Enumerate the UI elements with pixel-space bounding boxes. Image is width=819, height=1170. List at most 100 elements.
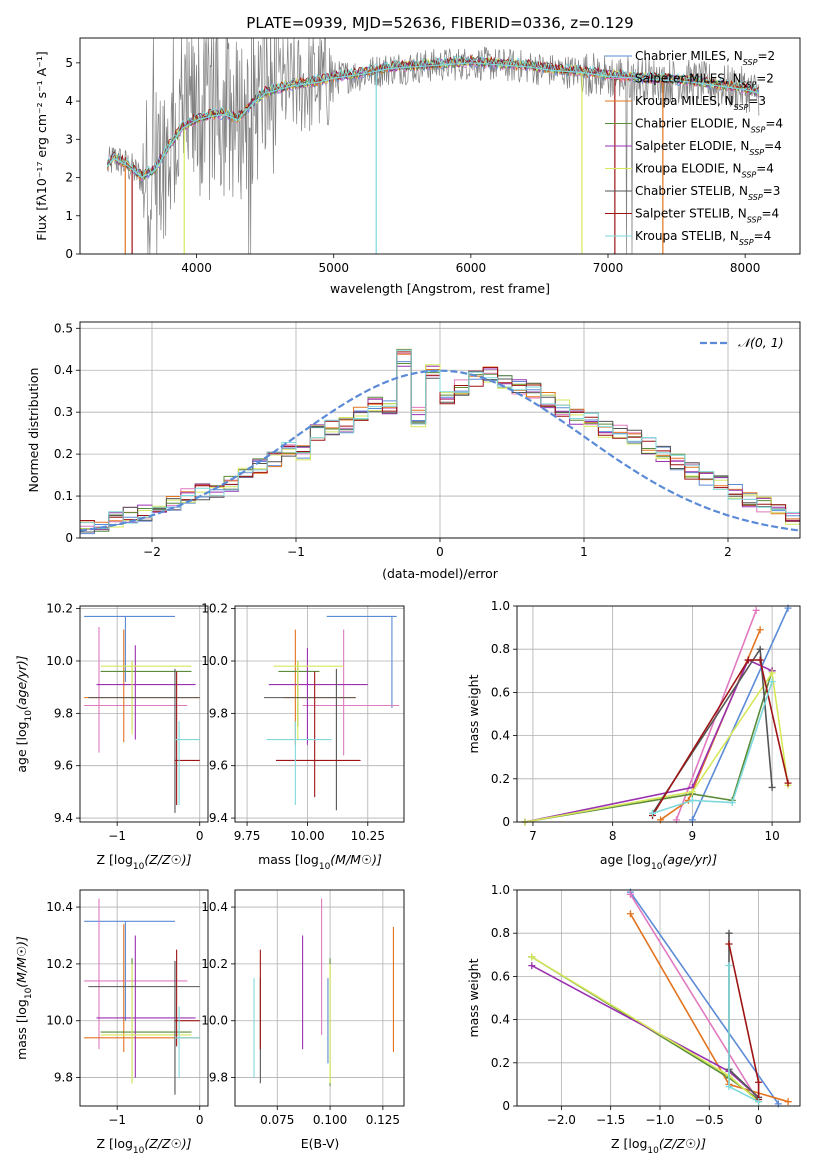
residuals-xtick-label-2: 0 [436, 545, 444, 559]
mass_vs_z-ytick-label-1: 10.0 [46, 1014, 73, 1028]
legend-label-kroupa_elodie: Kroupa ELODIE, NSSP=4 [635, 162, 774, 180]
residuals-ytick-label-5: 0.5 [54, 321, 73, 335]
spectrum-ytick-label-4: 4 [65, 94, 73, 108]
age_vs_z-ylabel: age [log10(age/yr)] [14, 655, 34, 772]
mass_weight_vs_z-line-chabrier_miles [629, 891, 779, 1105]
age_vs_mass-frame [234, 605, 405, 823]
spectrum-ytick-label-2: 2 [65, 171, 73, 185]
age_vs_mass-plot-area [263, 615, 400, 811]
age_vs_mass-ytick-label-1: 9.6 [209, 759, 228, 773]
mass_weight_vs_age-marker-kroupa_stelib-2 [728, 799, 736, 807]
mass_vs_z-xtick-label-1: 0 [196, 1113, 204, 1127]
mass_vs_z-xtick-label-0: −1 [108, 1113, 126, 1127]
age_vs_z-panel: −1 0 9.4 9.6 9.8 10.0 10.2 Z [log10(Z/Z☉)] age [… [14, 602, 209, 872]
legend-label-kroupa_stelib: Kroupa STELIB, NSSP=4 [635, 229, 771, 247]
age_vs_mass-ytick-label-4: 10.2 [201, 602, 228, 616]
mass_weight_vs_z-marker-kroupa_stelib-0 [725, 962, 733, 970]
residuals-ytick-label-1: 0.1 [54, 489, 73, 503]
mass_weight_vs_z-xtick-label-1: −1.5 [596, 1113, 625, 1127]
residuals-frame [79, 321, 801, 539]
mass_weight_vs_z-ytick-label-3: 0.6 [491, 969, 510, 983]
legend-label-salpeter_miles: Salpeter MILES, NSSP=2 [635, 72, 774, 90]
mass_vs_ebv-ytick-label-3: 10.4 [201, 900, 228, 914]
residuals-ytick-label-4: 0.4 [54, 363, 73, 377]
spectrum-xtick-label-0: 4000 [181, 261, 212, 275]
mass_vs_ebv-xtick-label-1: 0.100 [313, 1113, 347, 1127]
age_vs_z-ytick-label-3: 10.0 [46, 654, 73, 668]
mass_weight_vs_age-xtick-label-1: 8 [609, 829, 617, 843]
age_vs_z-frame [79, 605, 209, 823]
mass_weight_vs_z-marker-salpeter_stelib-1 [755, 1078, 763, 1086]
mass_weight_vs_age-xtick-label-3: 10 [764, 829, 779, 843]
mass_vs_ebv-frame [234, 889, 405, 1107]
mass_vs_ebv-plot-area [253, 898, 394, 1087]
mass_vs_z-ylabel: mass [log10(M/M☉)] [14, 936, 34, 1060]
mass_weight_vs_z-xlabel: Z [log10(Z/Z☉)] [611, 1136, 706, 1156]
mass_weight_vs_z-plot-area [528, 888, 792, 1108]
age_vs_mass-ytick-label-3: 10.0 [201, 654, 228, 668]
mass_weight_vs_z-marker-kroupa_stelib-2 [755, 1098, 763, 1106]
age_vs_z-ytick-label-0: 9.4 [54, 811, 73, 825]
spectrum-ytick-label-5: 5 [65, 56, 73, 70]
age_vs_z-xtick-label-0: −1 [108, 829, 126, 843]
spectrum-xtick-label-2: 6000 [456, 261, 487, 275]
residuals-ytick-label-2: 0.2 [54, 447, 73, 461]
mass_weight_vs_z-ytick-label-0: 0 [502, 1099, 510, 1113]
spectrum-model-mean [106, 62, 760, 179]
mass_weight_vs_z-marker-salpeter_miles-0 [626, 890, 634, 898]
mass_weight_vs_age-marker-kroupa_elodie-2 [768, 669, 776, 677]
mass_weight_vs_age-ylabel: mass weight [466, 674, 481, 753]
mass_weight_vs_age-plot-area [521, 604, 792, 826]
mass_weight_vs_z-ytick-label-4: 0.8 [491, 926, 510, 940]
mass_vs_ebv-ytick-label-0: 9.8 [209, 1071, 228, 1085]
mass_weight_vs_age-frame [516, 605, 801, 823]
mass_vs_z-panel: −1 0 9.8 10.0 10.2 10.4 Z [log10(Z/Z☉)] mass [l… [14, 889, 209, 1156]
mass_weight_vs_age-line-kroupa_elodie [524, 670, 789, 823]
mass_weight_vs_age-marker-kroupa_elodie-1 [688, 788, 696, 796]
residuals-ytick-label-3: 0.3 [54, 405, 73, 419]
mass_weight_vs_age-ytick-label-4: 0.8 [491, 642, 510, 656]
spectrum-frame [79, 37, 801, 255]
spectrum-legend: Chabrier MILES, NSSP=2 Salpeter MILES, NS… [605, 49, 783, 247]
mass_weight_vs_z-xtick-label-4: 0 [755, 1113, 763, 1127]
spectrum-xtick-label-4: 8000 [730, 261, 761, 275]
spectrum-ylabel: Flux [fλ10⁻¹⁷ erg cm⁻² s⁻¹ A⁻¹] [34, 51, 49, 240]
residuals-normal-curve [80, 369, 800, 532]
residuals-ytick-label-0: 0 [65, 531, 73, 545]
age_vs_z-ytick-label-2: 9.8 [54, 706, 73, 720]
age_vs_z-xtick-label-1: 0 [196, 829, 204, 843]
mass_weight_vs_z-xtick-label-0: −2.0 [547, 1113, 576, 1127]
age_vs_mass-xtick-label-1: 10.00 [290, 829, 324, 843]
mass_weight_vs_age-ytick-label-5: 1.0 [491, 599, 510, 613]
mass_weight_vs_age-marker-salpeter_stelib-1 [744, 656, 752, 664]
residuals-legend-label: 𝒩(0, 1) [738, 335, 784, 350]
mass_weight_vs_age-xlabel: age [log10(age/yr)] [600, 852, 717, 872]
mass_weight_vs_z-marker-salpeter_elodie-0 [528, 962, 536, 970]
age_vs_z-ytick-label-4: 10.2 [46, 602, 73, 616]
mass_vs_ebv-xtick-label-2: 0.125 [366, 1113, 400, 1127]
residuals-panel: −2 −1 0 1 2 0 0.1 0.2 0.3 0.4 0.5 (data-model)/erro… [26, 321, 801, 581]
spectrum-ytick-label-0: 0 [65, 247, 73, 261]
age_vs_mass-ytick-label-0: 9.4 [209, 811, 228, 825]
mass_weight_vs_age-marker-kroupa_stelib-3 [768, 678, 776, 686]
mass_vs_ebv-panel: 0.075 0.100 0.125 9.8 10.0 10.2 10.4 E(B-V) [201, 889, 405, 1151]
legend-label-kroupa_miles: Kroupa MILES, NSSP=3 [635, 94, 766, 112]
age_vs_mass-xlabel: mass [log10(M/M☉)] [258, 852, 382, 872]
mass_weight_vs_age-marker-salpeter_stelib-3 [784, 779, 792, 787]
mass_vs_ebv-ytick-label-2: 10.2 [201, 957, 228, 971]
spectrum-panel: 4000 5000 6000 7000 8000 0 1 2 3 4 5 wavelength [An… [34, 37, 801, 296]
mass_weight_vs_age-marker-chabrier_stelib-2 [768, 783, 776, 791]
mass_weight_vs_z-ytick-label-2: 0.4 [491, 1013, 510, 1027]
residuals-xtick-label-1: −1 [287, 545, 305, 559]
mass_vs_z-plot-area [84, 898, 200, 1095]
residuals-xtick-label-0: −2 [143, 545, 161, 559]
mass_weight_vs_age-line-kroupa_stelib [652, 681, 773, 815]
mass_vs_z-ytick-label-3: 10.4 [46, 900, 73, 914]
age_vs_mass-xtick-label-2: 10.25 [351, 829, 385, 843]
mass_weight_vs_age-marker-kroupa_miles-2 [756, 626, 764, 634]
age_vs_z-plot-area [84, 615, 200, 813]
legend-label-chabrier_elodie: Chabrier ELODIE, NSSP=4 [635, 117, 783, 135]
mass_weight_vs_z-ytick-label-5: 1.0 [491, 883, 510, 897]
mass_vs_z-ytick-label-2: 10.2 [46, 957, 73, 971]
